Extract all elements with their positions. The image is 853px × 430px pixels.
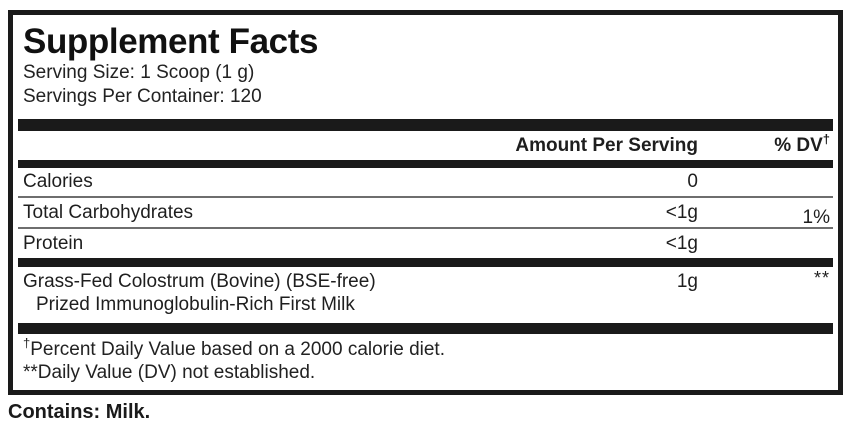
nutrient-amount: <1g <box>665 201 698 223</box>
ingredient-description: Prized Immunoglobulin-Rich First Milk <box>36 293 355 315</box>
nutrient-name: Calories <box>23 171 93 192</box>
divider-thick-above-ingredient <box>18 258 833 267</box>
row-protein: Protein <1g <box>18 229 833 258</box>
percent-dv-header: % DV† <box>698 132 833 157</box>
divider-thick-top <box>18 119 833 131</box>
row-total-carbohydrates: Total Carbohydrates <1g 1% <box>18 198 833 229</box>
footnote-text: Percent Daily Value based on a 2000 calo… <box>30 339 445 360</box>
nutrient-name: Protein <box>23 232 84 254</box>
row-calories: Calories 0 <box>18 168 833 198</box>
percent-dv-label: % DV <box>774 134 823 156</box>
divider-thick-bottom <box>18 323 833 334</box>
footnote-not-established: **Daily Value (DV) not established. <box>23 362 833 385</box>
column-header-row: Amount Per Serving % DV† <box>18 131 833 160</box>
amount-per-serving-header: Amount Per Serving <box>515 134 698 156</box>
ingredient-name-block: Grass-Fed Colostrum (Bovine) (BSE-free) … <box>23 271 498 316</box>
nutrient-amount: 0 <box>687 171 698 192</box>
nutrient-dv: ** <box>698 268 833 295</box>
panel-title: Supplement Facts <box>23 22 319 61</box>
nutrient-amount: <1g <box>665 232 698 254</box>
serving-size: Serving Size: 1 Scoop (1 g) <box>23 62 255 83</box>
footnotes: †Percent Daily Value based on a 2000 cal… <box>23 335 833 385</box>
row-colostrum: Grass-Fed Colostrum (Bovine) (BSE-free) … <box>18 267 833 323</box>
divider-thick-under-header <box>18 160 833 168</box>
contains-statement: Contains: Milk. <box>8 401 151 423</box>
servings-per-container: Servings Per Container: 120 <box>23 85 262 107</box>
footnote-text: Daily Value (DV) not established. <box>37 361 316 383</box>
nutrient-dv: 1% <box>698 202 833 228</box>
dagger-symbol: † <box>23 335 31 351</box>
ingredient-name: Grass-Fed Colostrum (Bovine) (BSE-free) <box>23 271 376 292</box>
dv-dagger-symbol: † <box>822 131 830 147</box>
dv-not-established-symbol: ** <box>813 268 830 288</box>
nutrient-amount: 1g <box>676 271 698 292</box>
facts-box: Supplement Facts Serving Size: 1 Scoop (… <box>8 10 843 395</box>
nutrient-name: Total Carbohydrates <box>23 201 194 223</box>
asterisks-symbol: ** <box>23 361 38 383</box>
dv-value: 1% <box>802 206 830 228</box>
footnote-daily-value: †Percent Daily Value based on a 2000 cal… <box>23 335 833 362</box>
